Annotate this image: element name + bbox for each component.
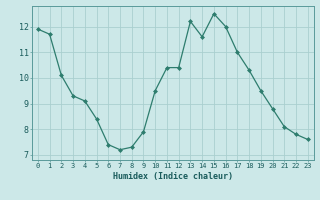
X-axis label: Humidex (Indice chaleur): Humidex (Indice chaleur) bbox=[113, 172, 233, 181]
